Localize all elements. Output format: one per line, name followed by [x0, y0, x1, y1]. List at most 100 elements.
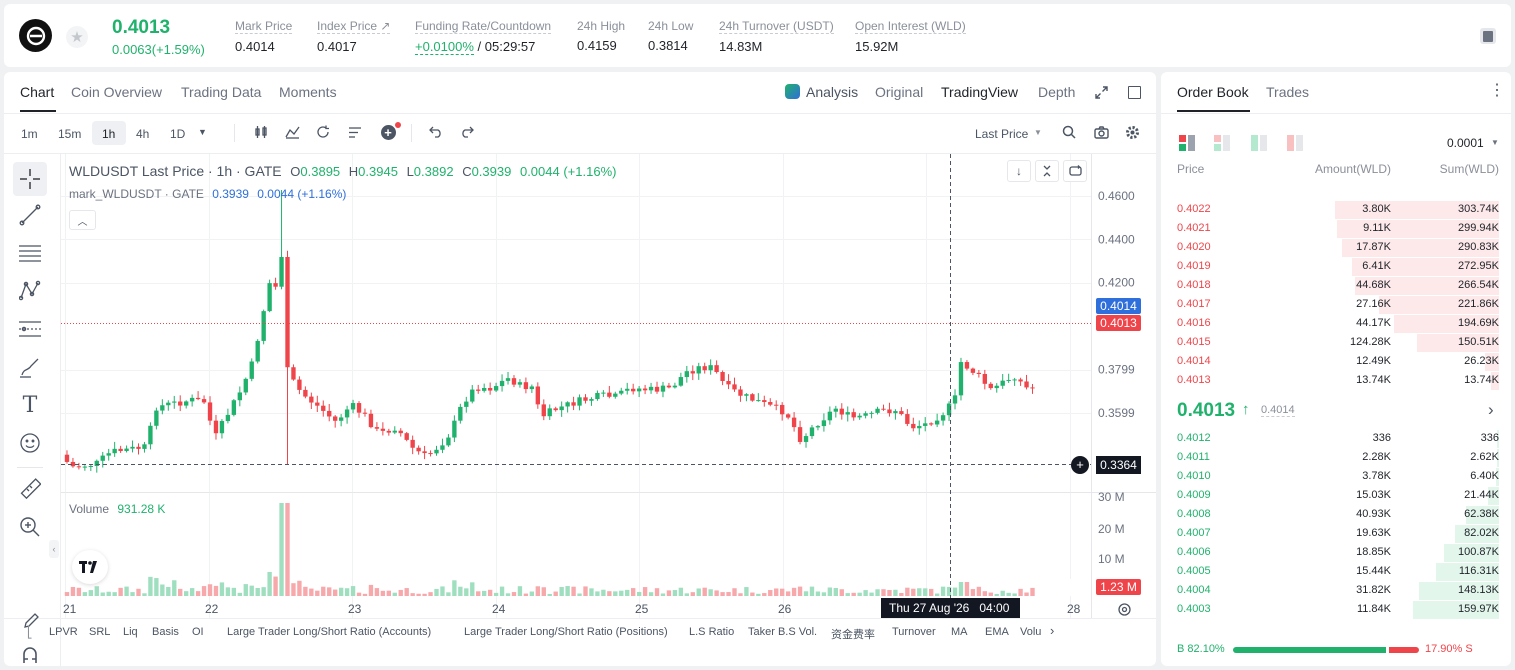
- bid-row[interactable]: 0.4011 2.28K 2.62K: [1161, 448, 1511, 467]
- trend-line-icon[interactable]: [17, 202, 43, 228]
- bid-row[interactable]: 0.4003 11.84K 159.97K: [1161, 600, 1511, 619]
- sync-icon[interactable]: [1063, 160, 1087, 182]
- price-chart[interactable]: 0.4600 0.4400 0.4200 0.3799 0.3599 30 M 20 M 10…: [4, 72, 1156, 666]
- view-both-icon[interactable]: [1179, 135, 1195, 151]
- tab-coin-overview[interactable]: Coin Overview: [71, 84, 163, 100]
- more-options-icon[interactable]: ⋮: [1489, 82, 1505, 99]
- ask-row[interactable]: 0.4013 13.74K 13.74K: [1161, 371, 1511, 390]
- tab-depth[interactable]: Depth: [1038, 84, 1076, 100]
- scroll-down-icon[interactable]: ↓: [1007, 160, 1031, 182]
- mid-more-chevron-icon[interactable]: ›: [1488, 400, 1494, 419]
- interval-dropdown-icon[interactable]: ▼: [198, 127, 207, 137]
- indicator-0[interactable]: LPVR: [49, 626, 78, 638]
- pencil-icon[interactable]: [20, 610, 42, 632]
- bid-row[interactable]: 0.4008 40.93K 62.38K: [1161, 505, 1511, 524]
- channel-tool-icon[interactable]: [17, 240, 43, 266]
- tab-chart[interactable]: Chart: [20, 84, 55, 100]
- precision-dropdown-icon[interactable]: ▼: [1491, 138, 1499, 147]
- ask-row[interactable]: 0.4014 12.49K 26.23K: [1161, 352, 1511, 371]
- window-icon[interactable]: [1126, 84, 1142, 100]
- candle-type-icon[interactable]: [253, 124, 269, 140]
- indicator-1[interactable]: SRL: [89, 626, 111, 638]
- crosshair-plus-icon[interactable]: +: [1071, 456, 1089, 474]
- indicator-3[interactable]: Basis: [152, 626, 179, 638]
- interval-1h[interactable]: 1h: [102, 127, 116, 141]
- bid-row[interactable]: 0.4012 336 336: [1161, 429, 1511, 448]
- brush-tool-icon[interactable]: [17, 354, 43, 380]
- collapse-legend-button[interactable]: ︿: [69, 210, 96, 230]
- indicator-4[interactable]: OI: [192, 626, 204, 638]
- bid-row[interactable]: 0.4010 3.78K 6.40K: [1161, 467, 1511, 486]
- ruler-tool-icon[interactable]: [17, 476, 43, 502]
- favorite-star-icon[interactable]: ★: [66, 26, 88, 48]
- y-tick-label: 0.4600: [1098, 189, 1135, 203]
- ask-row[interactable]: 0.4021 9.11K 299.94K: [1161, 219, 1511, 238]
- indicator-13[interactable]: Volu: [1020, 626, 1042, 638]
- notebook-icon[interactable]: [1480, 28, 1496, 44]
- ask-row[interactable]: 0.4015 124.28K 150.51K: [1161, 333, 1511, 352]
- ask-row[interactable]: 0.4020 17.87K 290.83K: [1161, 238, 1511, 257]
- tab-moments[interactable]: Moments: [279, 84, 337, 100]
- indicator-9[interactable]: 资金费率: [831, 629, 875, 641]
- collapse-icon[interactable]: [1035, 160, 1059, 182]
- view-both-light-icon[interactable]: [1214, 135, 1230, 151]
- price-type-dropdown-icon[interactable]: ▼: [1034, 128, 1042, 137]
- indicator-6[interactable]: Large Trader Long/Short Ratio (Positions…: [464, 626, 668, 638]
- indicator-12[interactable]: EMA: [985, 626, 1009, 638]
- indicator-8[interactable]: Taker B.S Vol.: [748, 626, 818, 638]
- price-type-select[interactable]: Last Price: [975, 127, 1029, 141]
- tab-analysis[interactable]: Analysis: [806, 84, 859, 100]
- view-asks-icon[interactable]: [1287, 135, 1303, 151]
- stat-24h-low: 24h Low 0.3814: [648, 19, 694, 53]
- view-bids-icon[interactable]: [1251, 135, 1267, 151]
- interval-4h[interactable]: 4h: [136, 127, 150, 141]
- bid-row[interactable]: 0.4006 18.85K 100.87K: [1161, 543, 1511, 562]
- precision-select[interactable]: 0.0001: [1447, 136, 1484, 150]
- undo-icon[interactable]: [428, 124, 444, 140]
- collapse-sidebar-handle[interactable]: ‹: [49, 540, 59, 558]
- ask-row[interactable]: 0.4017 27.16K 221.86K: [1161, 295, 1511, 314]
- indicator-2[interactable]: Liq: [123, 626, 138, 638]
- indicators-icon[interactable]: [284, 124, 300, 140]
- pattern-tool-icon[interactable]: [17, 278, 43, 304]
- tab-trades[interactable]: Trades: [1266, 84, 1310, 100]
- tab-tradingview[interactable]: TradingView: [941, 84, 1019, 100]
- layout-icon[interactable]: [347, 124, 363, 140]
- ask-row[interactable]: 0.4019 6.41K 272.95K: [1161, 257, 1511, 276]
- gear-icon[interactable]: [1124, 124, 1140, 140]
- candle: [631, 383, 636, 395]
- expand-icon[interactable]: [1093, 84, 1109, 100]
- interval-15m[interactable]: 15m: [58, 127, 82, 141]
- indicator-scroll-right-icon[interactable]: ›: [1050, 623, 1055, 638]
- indicator-11[interactable]: MA: [951, 626, 968, 638]
- indicator-7[interactable]: L.S Ratio: [689, 626, 735, 638]
- tab-order-book[interactable]: Order Book: [1177, 84, 1249, 100]
- candle: [684, 365, 689, 383]
- interval-1d[interactable]: 1D: [170, 127, 186, 141]
- text-tool-icon[interactable]: T: [22, 392, 38, 418]
- emoji-tool-icon[interactable]: [17, 430, 43, 456]
- ask-row[interactable]: 0.4022 3.80K 303.74K: [1161, 200, 1511, 219]
- indicator-10[interactable]: Turnover: [892, 626, 936, 638]
- tab-trading-data[interactable]: Trading Data: [181, 84, 262, 100]
- add-indicator-icon[interactable]: +: [379, 122, 401, 141]
- redo-icon[interactable]: [459, 124, 475, 140]
- bid-row[interactable]: 0.4004 31.82K 148.13K: [1161, 581, 1511, 600]
- fib-tool-icon[interactable]: [17, 316, 43, 342]
- zoom-in-icon[interactable]: [17, 514, 43, 540]
- indicator-5[interactable]: Large Trader Long/Short Ratio (Accounts): [227, 626, 432, 638]
- stat-index-price[interactable]: Index Price ↗ 0.4017: [317, 19, 391, 54]
- ask-row[interactable]: 0.4018 44.68K 266.54K: [1161, 276, 1511, 295]
- bid-row[interactable]: 0.4009 15.03K 21.44K: [1161, 486, 1511, 505]
- ask-row[interactable]: 0.4016 44.17K 194.69K: [1161, 314, 1511, 333]
- tab-original[interactable]: Original: [875, 84, 924, 100]
- camera-icon[interactable]: [1093, 124, 1109, 140]
- bid-row[interactable]: 0.4007 19.63K 82.02K: [1161, 524, 1511, 543]
- crosshair-tool-icon[interactable]: [13, 162, 47, 196]
- interval-1m[interactable]: 1m: [21, 127, 38, 141]
- bid-row[interactable]: 0.4005 15.44K 116.31K: [1161, 562, 1511, 581]
- search-icon[interactable]: [1061, 124, 1077, 140]
- magnet-icon[interactable]: [17, 642, 43, 666]
- replay-icon[interactable]: [315, 124, 331, 140]
- chart-settings-icon[interactable]: [1115, 600, 1133, 618]
